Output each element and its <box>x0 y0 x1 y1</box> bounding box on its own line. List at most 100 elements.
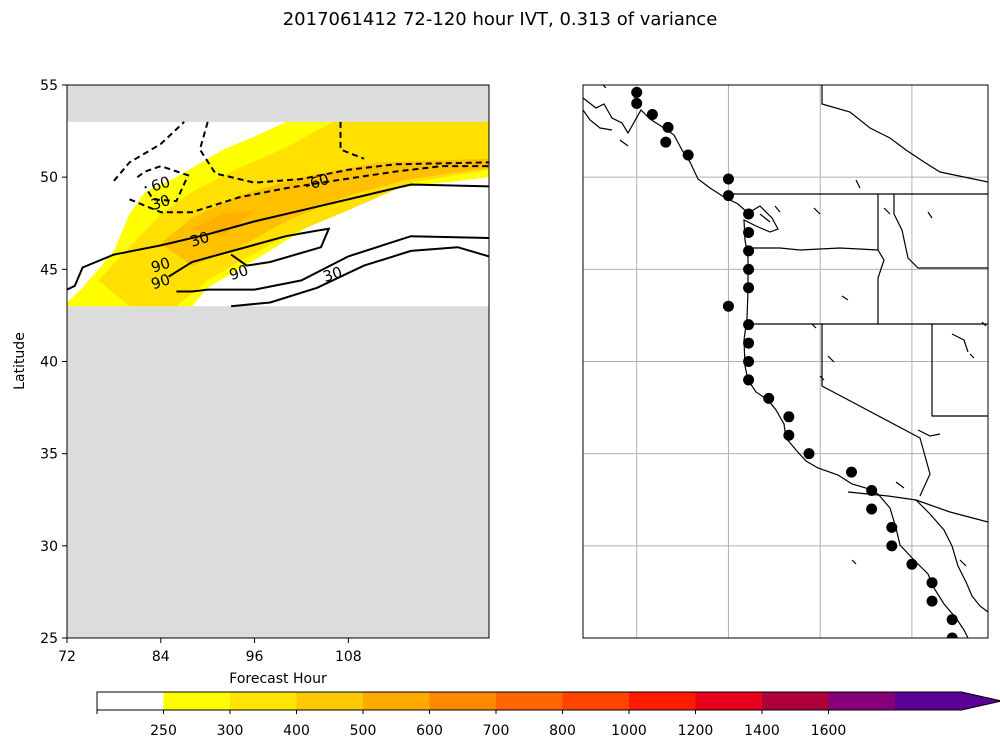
y-tick-label: 50 <box>40 170 58 186</box>
coastline <box>583 97 969 638</box>
station-point <box>763 392 775 404</box>
station-point <box>783 411 795 423</box>
contour-line--60 <box>198 121 489 184</box>
colorbar-segment <box>363 692 430 710</box>
colorbar-segment <box>496 692 563 710</box>
station-point <box>743 282 755 294</box>
x-tick-label: 96 <box>246 649 264 665</box>
colorbar-segment <box>296 692 363 710</box>
station-point <box>846 466 858 478</box>
station-point <box>886 521 898 533</box>
map-panel <box>582 84 989 639</box>
station-point <box>866 503 878 515</box>
contour-line--60 <box>113 121 185 182</box>
contour-line-90 <box>168 227 331 278</box>
colorbar-segment <box>230 692 297 710</box>
station-point <box>803 448 815 460</box>
station-point <box>722 173 734 185</box>
contour-label: 90 <box>149 254 173 277</box>
x-tick-label: 72 <box>58 649 76 665</box>
station-point <box>926 595 938 607</box>
colorbar-outline <box>96 691 1000 711</box>
colorbar-tick-label: 1400 <box>744 723 780 739</box>
x-tick-label: 108 <box>335 649 362 665</box>
border-canada-provinces <box>821 85 988 183</box>
station-point <box>743 356 755 367</box>
colorbar-tick-label: 800 <box>549 723 576 739</box>
station-point <box>646 108 658 120</box>
x-tick-label: 84 <box>152 649 170 665</box>
border-wa-or <box>745 247 885 324</box>
contour-label: 30 <box>149 191 173 214</box>
contour-line-60 <box>176 235 489 293</box>
map-axes-frame <box>582 84 989 639</box>
colorbar-segment <box>97 692 164 710</box>
colorbar-tick-label: 500 <box>350 723 377 739</box>
station-point <box>866 485 878 497</box>
lakes <box>811 179 987 489</box>
colorbar-tick-label: 250 <box>150 723 177 739</box>
colorbar-segment <box>895 692 962 710</box>
map-gridlines <box>583 85 988 638</box>
colorbar-ticks: 250 300 400 500 600 700 800 1000 1200 1400 1600 <box>96 710 847 739</box>
station-point <box>743 263 755 275</box>
colorbar-segment <box>762 692 829 710</box>
station-point <box>682 149 694 161</box>
y-tick-label: 55 <box>40 78 58 94</box>
y-tick-label: 40 <box>40 355 58 371</box>
colorbar-tick-label: 1000 <box>611 723 647 739</box>
y-tick-label: 30 <box>40 539 58 555</box>
x-axis-ticks: 72 84 96 108 <box>58 638 362 665</box>
station-point <box>660 136 672 148</box>
colorbar-tick-label: 400 <box>283 723 310 739</box>
contour-line-layer <box>67 121 489 308</box>
colorbar-tick-label: 700 <box>483 723 510 739</box>
station-point <box>722 190 734 202</box>
station-point <box>906 558 918 570</box>
station-point <box>743 208 755 220</box>
contour-label: 60 <box>149 173 173 196</box>
station-point <box>631 86 643 98</box>
station-point <box>743 226 755 238</box>
station-point <box>926 577 938 589</box>
contour-line-30 <box>67 183 489 291</box>
station-point <box>631 97 643 109</box>
colorbar-tick-label: 1600 <box>811 723 847 739</box>
station-point <box>886 540 898 552</box>
border-nv-ut <box>931 324 988 417</box>
colorbar-segment <box>629 692 696 710</box>
station-point <box>662 121 674 133</box>
station-point <box>946 614 958 626</box>
station-point <box>783 429 795 441</box>
colorbar-extend-arrow <box>961 692 1000 710</box>
y-tick-label: 45 <box>40 262 58 278</box>
map-borders <box>583 85 988 638</box>
contour-line--60 <box>339 121 365 160</box>
border-ca-nv <box>821 324 931 497</box>
colorbar-segment <box>828 692 895 710</box>
colorbar-segment <box>562 692 629 710</box>
colorbar: 250 300 400 500 600 700 800 1000 1200 1400 1600 <box>96 691 1000 739</box>
contour-line--60 <box>136 165 190 203</box>
figure-title: 2017061412 72-120 hour IVT, 0.313 of var… <box>282 9 718 30</box>
station-points <box>631 86 958 638</box>
contour-fill-layer <box>67 85 489 638</box>
station-point <box>946 632 958 638</box>
colorbar-tick-label: 600 <box>416 723 443 739</box>
station-point <box>743 319 755 331</box>
station-point <box>743 245 755 257</box>
contour-label: 30 <box>321 263 345 286</box>
filled-contour-400 <box>160 158 489 266</box>
station-point <box>722 300 734 312</box>
y-tick-label: 25 <box>40 631 58 647</box>
border-id-mt <box>893 194 988 269</box>
colorbar-tick-label: 300 <box>217 723 244 739</box>
colorbar-segment <box>163 692 230 710</box>
colorbar-segment <box>429 692 496 710</box>
station-point <box>743 374 755 386</box>
contour-line--30 <box>129 165 489 214</box>
station-point <box>743 337 755 349</box>
colorbar-segment <box>695 692 762 710</box>
